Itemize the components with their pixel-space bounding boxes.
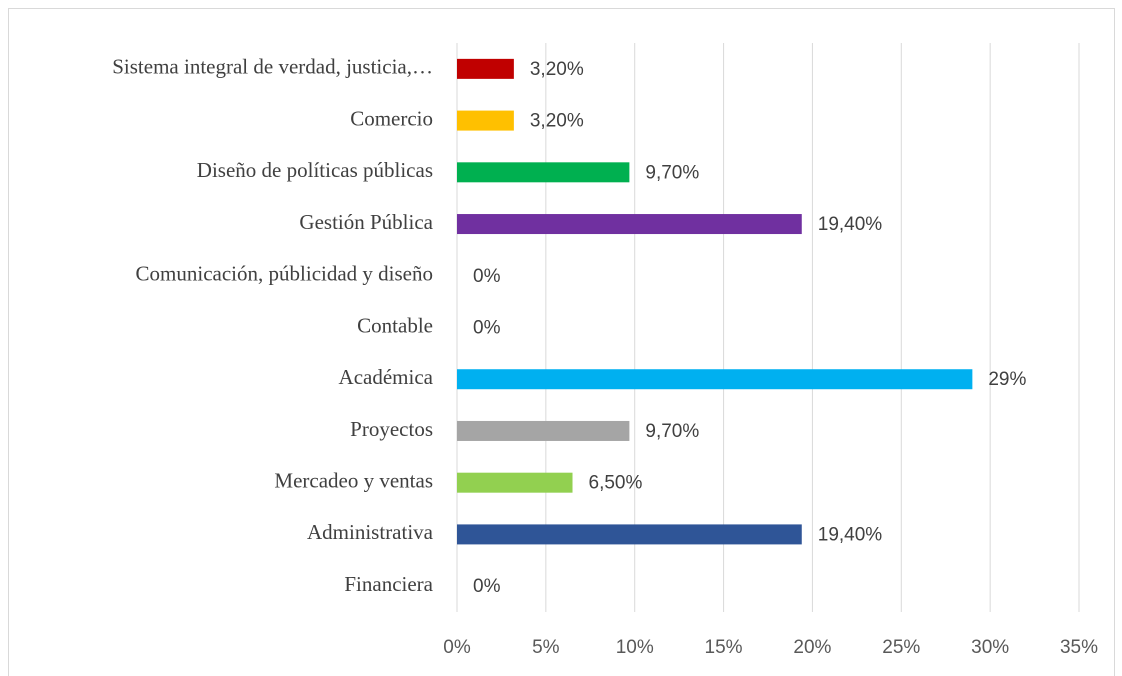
- y-tick-label: Contable: [357, 313, 433, 337]
- data-label: 29%: [988, 369, 1026, 390]
- x-tick-label: 5%: [532, 637, 560, 658]
- y-tick-label: Comunicación, públicidad y diseño: [136, 262, 433, 286]
- x-tick-label: 25%: [882, 637, 920, 658]
- bar: [457, 214, 802, 235]
- bar: [457, 524, 802, 545]
- bar: [457, 472, 573, 493]
- data-label: 19,40%: [818, 524, 883, 545]
- y-tick-label: Administrativa: [307, 520, 434, 544]
- data-label: 0%: [473, 266, 501, 287]
- y-tick-label: Proyectos: [350, 417, 433, 441]
- chart-frame: [8, 8, 1115, 676]
- bar: [457, 369, 973, 390]
- bar: [457, 420, 630, 441]
- x-tick-label: 30%: [971, 637, 1009, 658]
- x-tick-label: 35%: [1060, 637, 1098, 658]
- data-label: 6,50%: [589, 473, 643, 494]
- x-tick-label: 20%: [793, 637, 831, 658]
- data-label: 19,40%: [818, 214, 883, 235]
- y-tick-label: Financiera: [344, 572, 433, 596]
- bar: [457, 110, 514, 131]
- x-tick-label: 15%: [705, 637, 743, 658]
- y-tick-label: Académica: [339, 365, 434, 389]
- data-label: 0%: [473, 576, 501, 597]
- y-tick-label: Gestión Pública: [299, 210, 433, 234]
- y-tick-label: Diseño de políticas públicas: [197, 158, 433, 182]
- data-label: 9,70%: [645, 162, 699, 183]
- bar: [457, 58, 514, 79]
- x-tick-label: 0%: [443, 637, 471, 658]
- y-tick-label: Sistema integral de verdad, justicia,…: [112, 55, 433, 79]
- x-tick-label: 10%: [616, 637, 654, 658]
- data-label: 9,70%: [645, 421, 699, 442]
- data-label: 3,20%: [530, 59, 584, 80]
- data-label: 3,20%: [530, 111, 584, 132]
- y-tick-label: Comercio: [350, 106, 433, 130]
- data-label: 0%: [473, 318, 501, 339]
- y-tick-label: Mercadeo y ventas: [274, 468, 433, 492]
- bar: [457, 162, 630, 183]
